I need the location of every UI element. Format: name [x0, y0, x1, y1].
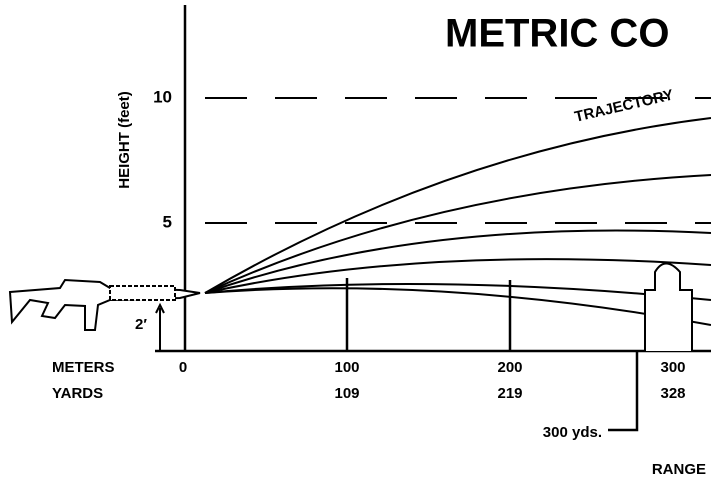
- meters-label: 200: [497, 359, 522, 376]
- yards-label: 109: [334, 385, 359, 402]
- yards-label: 219: [497, 385, 522, 402]
- y-tick-label: 10: [153, 87, 172, 106]
- callout-label: 300 yds.: [543, 424, 602, 441]
- y-tick-label: 5: [163, 212, 172, 231]
- trajectory-curve: [204, 229, 711, 294]
- row-label: METERS: [52, 359, 115, 376]
- trajectory-curve: [204, 283, 711, 301]
- yards-label: 328: [660, 385, 685, 402]
- trajectory-curve: [204, 117, 711, 294]
- meters-label: 100: [334, 359, 359, 376]
- callout-bracket: [608, 351, 639, 432]
- height-arrow: [155, 302, 165, 350]
- trajectories: [204, 117, 711, 326]
- trajectory-label: TRAJECTORY: [573, 87, 675, 126]
- meters-label: 300: [660, 359, 685, 376]
- meters-label: 0: [179, 359, 187, 376]
- trajectory-curve: [204, 287, 711, 326]
- y-axis-label: HEIGHT (feet): [116, 91, 133, 189]
- x-axis-label: RANGE: [652, 461, 706, 478]
- height-marker-label: 2′: [135, 316, 147, 333]
- rifle: [8, 278, 201, 331]
- trajectory-curve: [204, 174, 711, 294]
- trajectory-curve: [204, 258, 711, 294]
- target-silhouette: [644, 262, 693, 351]
- row-label: YARDS: [52, 385, 103, 402]
- title: METRIC CO: [445, 12, 669, 56]
